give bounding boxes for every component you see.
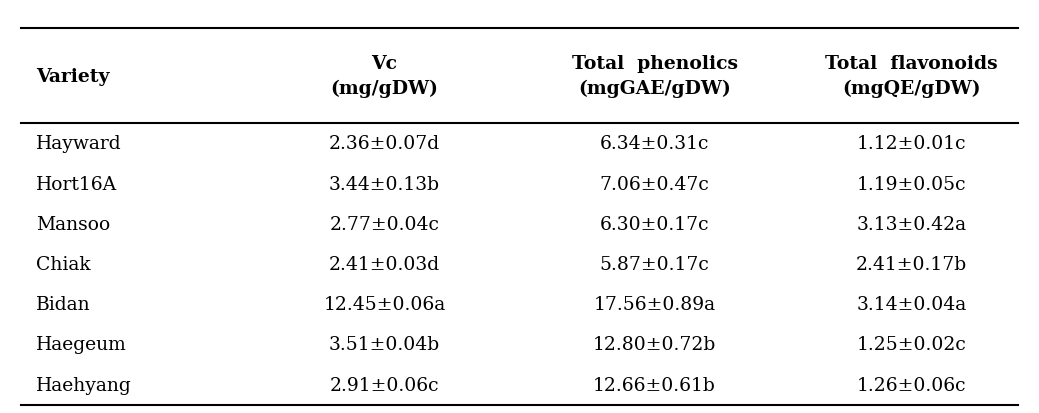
Text: Variety: Variety	[36, 67, 110, 85]
Text: 2.36±0.07d: 2.36±0.07d	[329, 135, 439, 153]
Text: 3.13±0.42a: 3.13±0.42a	[857, 215, 966, 233]
Text: Total  phenolics
(mgGAE/gDW): Total phenolics (mgGAE/gDW)	[571, 55, 738, 98]
Text: 1.25±0.02c: 1.25±0.02c	[857, 336, 966, 354]
Text: 12.80±0.72b: 12.80±0.72b	[593, 336, 716, 354]
Text: Mansoo: Mansoo	[36, 215, 110, 233]
Text: 3.14±0.04a: 3.14±0.04a	[856, 295, 967, 313]
Text: 6.34±0.31c: 6.34±0.31c	[600, 135, 710, 153]
Text: 5.87±0.17c: 5.87±0.17c	[600, 255, 710, 273]
Text: Total  flavonoids
(mgQE/gDW): Total flavonoids (mgQE/gDW)	[825, 55, 998, 98]
Text: 1.12±0.01c: 1.12±0.01c	[857, 135, 966, 153]
Text: Bidan: Bidan	[36, 295, 91, 313]
Text: 7.06±0.47c: 7.06±0.47c	[600, 175, 710, 193]
Text: Haegeum: Haegeum	[36, 336, 127, 354]
Text: Chiak: Chiak	[36, 255, 91, 273]
Text: 1.19±0.05c: 1.19±0.05c	[857, 175, 966, 193]
Text: 1.26±0.06c: 1.26±0.06c	[857, 376, 966, 394]
Text: 2.41±0.03d: 2.41±0.03d	[329, 255, 439, 273]
Text: Haehyang: Haehyang	[36, 376, 132, 394]
Text: 3.51±0.04b: 3.51±0.04b	[328, 336, 441, 354]
Text: 2.41±0.17b: 2.41±0.17b	[856, 255, 967, 273]
Text: 3.44±0.13b: 3.44±0.13b	[329, 175, 439, 193]
Text: 2.91±0.06c: 2.91±0.06c	[329, 376, 439, 394]
Text: Vc
(mg/gDW): Vc (mg/gDW)	[330, 55, 438, 98]
Text: 2.77±0.04c: 2.77±0.04c	[329, 215, 439, 233]
Text: 12.66±0.61b: 12.66±0.61b	[593, 376, 716, 394]
Text: 12.45±0.06a: 12.45±0.06a	[323, 295, 446, 313]
Text: Hort16A: Hort16A	[36, 175, 117, 193]
Text: 6.30±0.17c: 6.30±0.17c	[600, 215, 710, 233]
Text: Hayward: Hayward	[36, 135, 122, 153]
Text: 17.56±0.89a: 17.56±0.89a	[593, 295, 716, 313]
